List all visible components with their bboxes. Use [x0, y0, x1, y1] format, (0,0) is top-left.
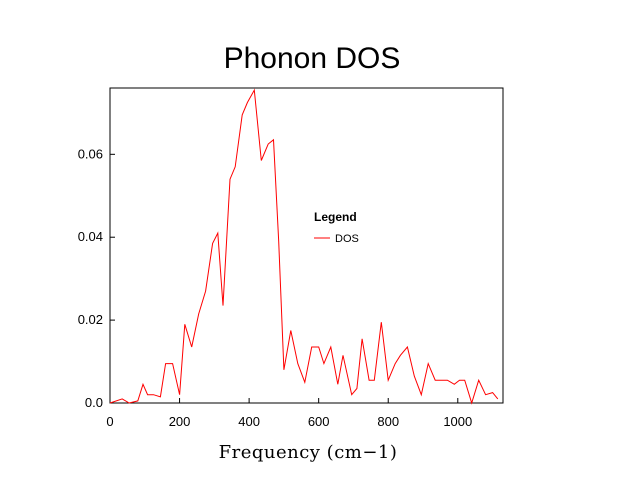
- y-tick-label: 0.0: [85, 395, 103, 410]
- legend: Legend DOS: [314, 210, 359, 245]
- legend-title: Legend: [314, 210, 357, 224]
- x-tick-label: 200: [169, 414, 191, 429]
- y-tick-label: 0.04: [78, 229, 103, 244]
- y-axis: 0.0 0.02 0.04 0.06: [78, 146, 115, 410]
- chart-title: Phonon DOS: [224, 42, 401, 75]
- x-tick-label: 800: [377, 414, 399, 429]
- legend-label-dos: DOS: [335, 233, 359, 245]
- plot-frame: [109, 87, 504, 404]
- series-layer: [109, 88, 499, 405]
- y-tick-label: 0.02: [78, 312, 103, 327]
- x-tick-label: 400: [238, 414, 260, 429]
- x-tick-label: 600: [308, 414, 330, 429]
- x-axis-label: Frequency (cm−1): [219, 442, 398, 463]
- series-line-dos: [109, 88, 499, 405]
- x-axis: 0 200 400 600 800 1000: [106, 398, 472, 429]
- x-tick-label: 1000: [443, 414, 472, 429]
- x-tick-label: 0: [106, 414, 113, 429]
- y-tick-label: 0.06: [78, 146, 103, 161]
